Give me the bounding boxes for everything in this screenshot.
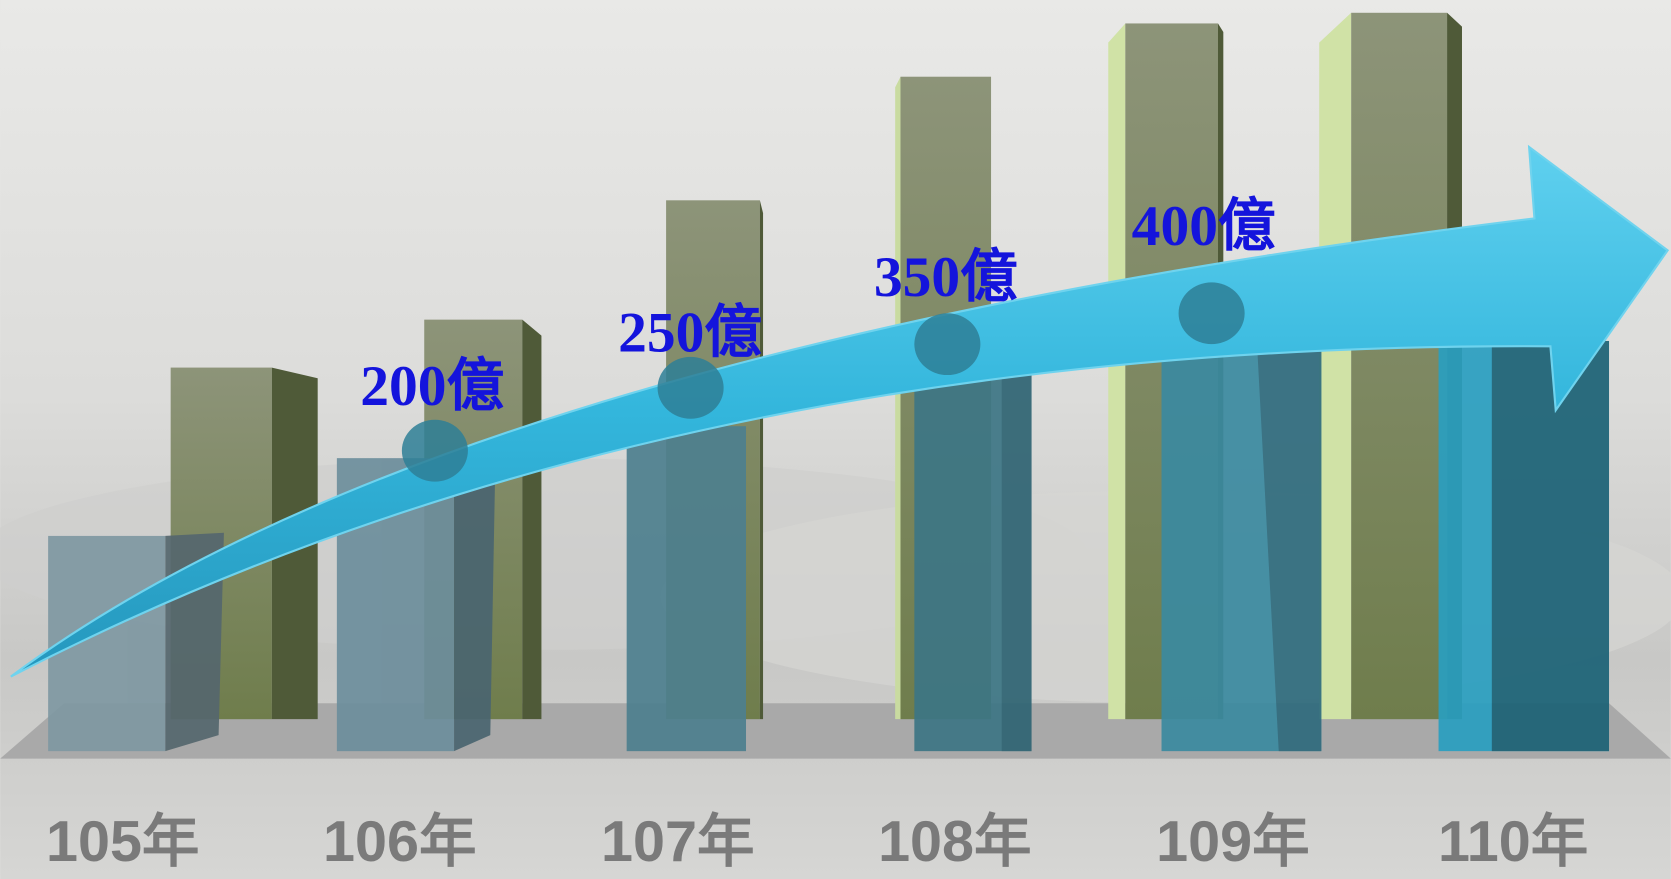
year-label: 108年 (878, 810, 1031, 874)
growth-arrow (10, 144, 1670, 678)
milestone-label: 250億 (618, 301, 762, 365)
milestone-dots (401, 282, 1245, 482)
milestone-label: 400億 (1132, 194, 1276, 258)
year-label: 105年 (46, 810, 199, 874)
milestone-label: 350億 (874, 245, 1018, 309)
milestone-label: 200億 (360, 354, 504, 418)
front-bars (48, 340, 1610, 752)
year-label: 106年 (323, 810, 476, 874)
year-label: 110年 (1438, 810, 1588, 874)
year-label: 109年 (1156, 810, 1309, 874)
year-label: 107年 (601, 810, 754, 874)
